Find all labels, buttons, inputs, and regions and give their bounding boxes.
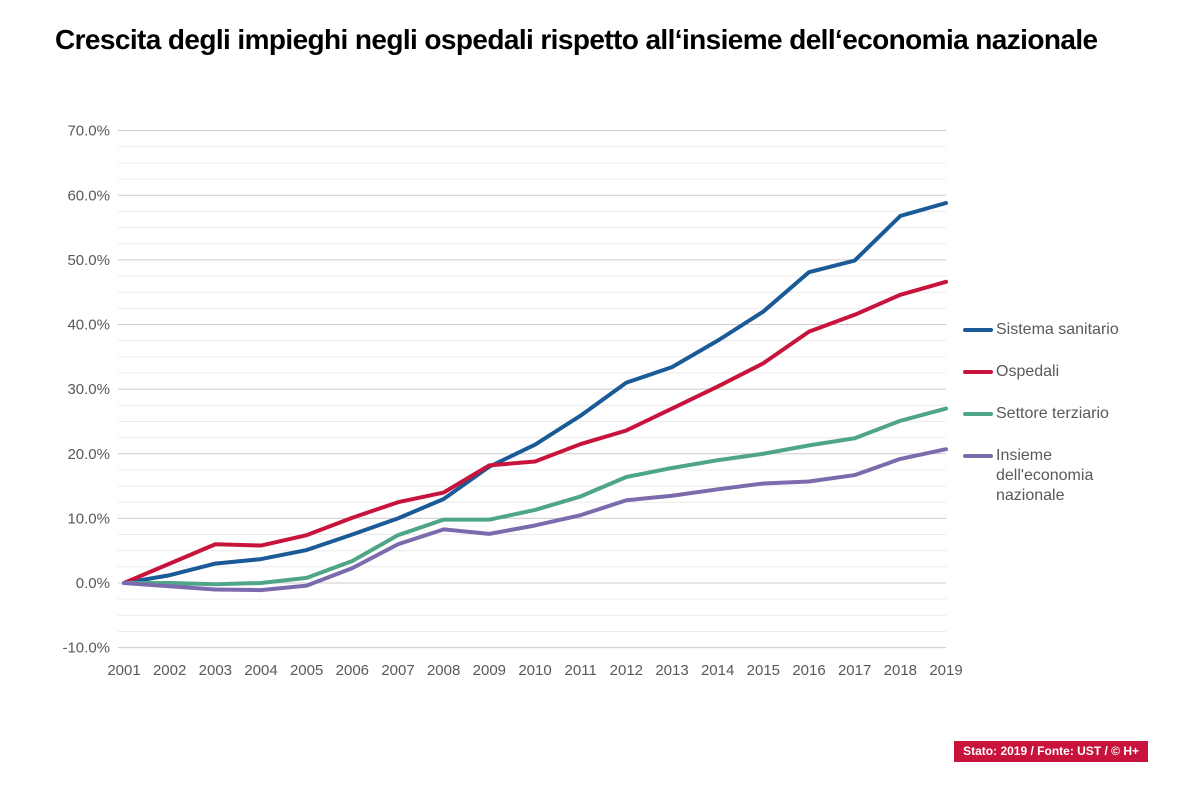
legend-label: Insieme dell'economia nazionale: [996, 447, 1094, 504]
legend-item-insieme-economia: Insieme dell'economia nazionale: [963, 446, 1153, 506]
x-axis-tick-label: 2005: [290, 662, 323, 679]
y-axis-tick-label: -10.0%: [62, 640, 110, 657]
x-axis-tick-label: 2004: [244, 662, 277, 679]
y-axis-tick-label: 10.0%: [67, 510, 110, 527]
chart-title: Crescita degli impieghi negli ospedali r…: [55, 24, 1098, 55]
legend-swatch-purple: [963, 454, 993, 458]
legend-label: Sistema sanitario: [996, 321, 1119, 338]
x-axis-tick-label: 2015: [747, 662, 780, 679]
y-axis-tick-label: 0.0%: [76, 575, 110, 592]
series-line-ospedali: [122, 279, 948, 585]
chart-legend: Sistema sanitario Ospedali Settore terzi…: [963, 320, 1153, 528]
legend-swatch-blue: [963, 328, 993, 332]
legend-label: Ospedali: [996, 363, 1060, 380]
legend-item-sistema-sanitario: Sistema sanitario: [963, 320, 1153, 340]
x-axis-tick-label: 2010: [518, 662, 551, 679]
series-line-settore-terziario: [122, 406, 948, 587]
x-axis-tick-label: 2011: [565, 662, 597, 679]
y-axis-tick-label: 40.0%: [67, 317, 110, 334]
x-axis-tick-label: 2007: [381, 662, 414, 679]
x-axis-tick-label: 2006: [336, 662, 369, 679]
source-badge: Stato: 2019 / Fonte: UST / © H+: [954, 741, 1148, 762]
legend-swatch-green: [963, 412, 993, 416]
y-axis-tick-label: 50.0%: [67, 252, 110, 269]
x-axis-tick-label: 2009: [473, 662, 506, 679]
legend-swatch-red: [963, 370, 993, 374]
x-axis-tick-label: 2008: [427, 662, 460, 679]
y-axis-tick-label: 70.0%: [67, 123, 110, 140]
legend-item-settore-terziario: Settore terziario: [963, 404, 1153, 424]
x-axis-tick-label: 2014: [701, 662, 734, 679]
x-axis-tick-label: 2018: [884, 662, 917, 679]
x-axis-tick-label: 2016: [792, 662, 825, 679]
x-axis-tick-label: 2001: [107, 662, 140, 679]
series-line-insieme-dell-economia-nazionale: [122, 447, 948, 593]
x-axis-tick-label: 2012: [610, 662, 643, 679]
x-axis-tick-label: 2017: [838, 662, 871, 679]
y-axis-tick-label: 20.0%: [67, 446, 110, 463]
x-axis-tick-label: 2002: [153, 662, 186, 679]
y-axis-tick-label: 60.0%: [67, 187, 110, 204]
legend-label: Settore terziario: [996, 405, 1109, 422]
x-axis-tick-label: 2013: [655, 662, 688, 679]
x-axis-tick-label: 2019: [929, 662, 962, 679]
series-line-sistema-sanitario: [122, 201, 948, 585]
x-axis-tick-label: 2003: [199, 662, 232, 679]
legend-item-ospedali: Ospedali: [963, 362, 1153, 382]
y-axis-tick-label: 30.0%: [67, 381, 110, 398]
